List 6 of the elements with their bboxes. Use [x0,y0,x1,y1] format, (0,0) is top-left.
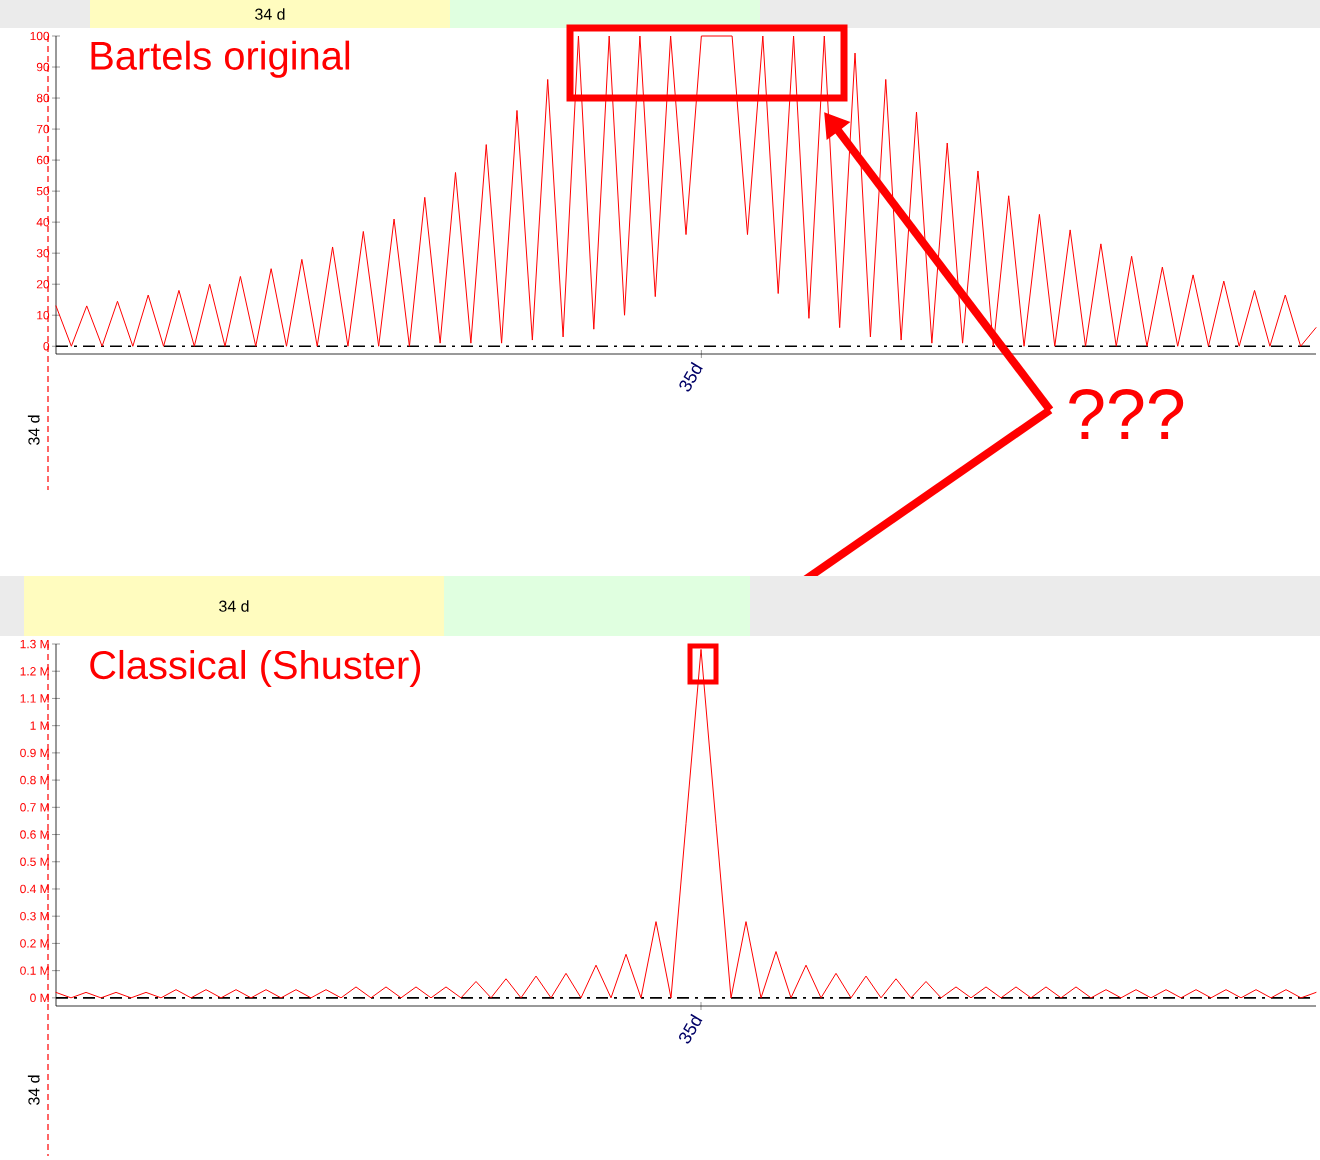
x-tick-label: 35d [679,1013,703,1044]
chart-title: Classical (Shuster) [90,649,421,688]
x-tick-label: 35d [679,361,703,392]
chart-title: Bartels original [91,40,350,78]
line-series [55,648,1317,999]
text: ??? [1069,388,1184,440]
